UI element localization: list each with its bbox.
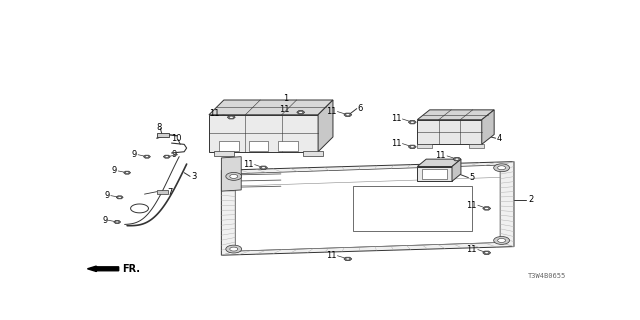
Text: 9: 9 — [172, 150, 177, 159]
Bar — [278, 141, 298, 150]
Circle shape — [115, 221, 119, 223]
Bar — [157, 132, 169, 137]
Polygon shape — [260, 166, 268, 170]
Text: 11: 11 — [279, 105, 289, 114]
Polygon shape — [209, 115, 318, 152]
Polygon shape — [221, 157, 241, 191]
Polygon shape — [453, 157, 461, 161]
FancyArrow shape — [88, 266, 118, 271]
Polygon shape — [297, 111, 305, 114]
Text: 6: 6 — [358, 104, 363, 113]
Polygon shape — [417, 110, 494, 120]
Polygon shape — [482, 110, 494, 144]
Polygon shape — [417, 159, 461, 166]
Text: 2: 2 — [529, 195, 534, 204]
Bar — [422, 169, 447, 179]
Polygon shape — [209, 100, 333, 115]
Text: 11: 11 — [436, 151, 446, 160]
Bar — [249, 141, 269, 150]
Polygon shape — [417, 166, 452, 181]
Text: FR.: FR. — [122, 264, 140, 274]
Text: 9: 9 — [132, 150, 137, 159]
Circle shape — [493, 164, 509, 172]
Text: T3W4B0655: T3W4B0655 — [528, 273, 566, 279]
Circle shape — [493, 236, 509, 244]
Text: 11: 11 — [209, 109, 220, 118]
Polygon shape — [116, 196, 123, 199]
Text: 11: 11 — [391, 139, 401, 148]
Polygon shape — [221, 162, 514, 255]
Circle shape — [165, 156, 169, 158]
Text: 11: 11 — [326, 251, 337, 260]
Circle shape — [484, 252, 489, 254]
Text: 11: 11 — [326, 107, 337, 116]
Polygon shape — [344, 257, 352, 260]
Polygon shape — [143, 155, 150, 158]
Circle shape — [145, 156, 149, 158]
Text: 11: 11 — [467, 245, 477, 254]
Text: 11: 11 — [467, 201, 477, 210]
Polygon shape — [417, 120, 482, 144]
Bar — [157, 190, 168, 194]
Text: 11: 11 — [391, 115, 401, 124]
Circle shape — [229, 116, 234, 118]
Circle shape — [498, 238, 506, 243]
Polygon shape — [124, 171, 131, 174]
Bar — [353, 186, 472, 231]
Bar — [469, 144, 484, 148]
Circle shape — [230, 174, 237, 178]
Text: 9: 9 — [104, 191, 110, 200]
Bar — [214, 151, 234, 156]
Circle shape — [410, 121, 415, 123]
Text: 3: 3 — [191, 172, 197, 181]
Polygon shape — [227, 116, 236, 119]
Bar — [219, 141, 239, 150]
Circle shape — [484, 207, 489, 210]
Polygon shape — [483, 207, 491, 210]
Circle shape — [298, 111, 303, 113]
Circle shape — [261, 167, 266, 169]
Circle shape — [226, 245, 242, 253]
Circle shape — [346, 258, 350, 260]
Circle shape — [118, 196, 122, 198]
Text: 11: 11 — [243, 160, 253, 169]
Text: 5: 5 — [469, 173, 475, 182]
Polygon shape — [344, 113, 352, 116]
Circle shape — [230, 247, 237, 251]
Polygon shape — [483, 251, 491, 254]
Polygon shape — [114, 220, 121, 223]
Text: 8: 8 — [157, 123, 162, 132]
Bar — [303, 151, 323, 156]
Circle shape — [455, 158, 459, 160]
Circle shape — [410, 146, 415, 148]
Text: 1: 1 — [284, 94, 289, 103]
Bar — [417, 144, 432, 148]
Polygon shape — [236, 165, 500, 251]
Text: 10: 10 — [172, 134, 182, 143]
Polygon shape — [318, 100, 333, 152]
Text: 7: 7 — [167, 188, 172, 197]
Text: 9: 9 — [112, 166, 117, 175]
Circle shape — [226, 172, 242, 180]
Polygon shape — [408, 145, 416, 148]
Polygon shape — [452, 159, 461, 181]
Circle shape — [346, 114, 350, 116]
Text: 4: 4 — [497, 134, 502, 143]
Circle shape — [125, 172, 129, 174]
Polygon shape — [408, 120, 416, 124]
Circle shape — [498, 166, 506, 170]
Text: 9: 9 — [102, 216, 108, 225]
Polygon shape — [163, 155, 170, 158]
